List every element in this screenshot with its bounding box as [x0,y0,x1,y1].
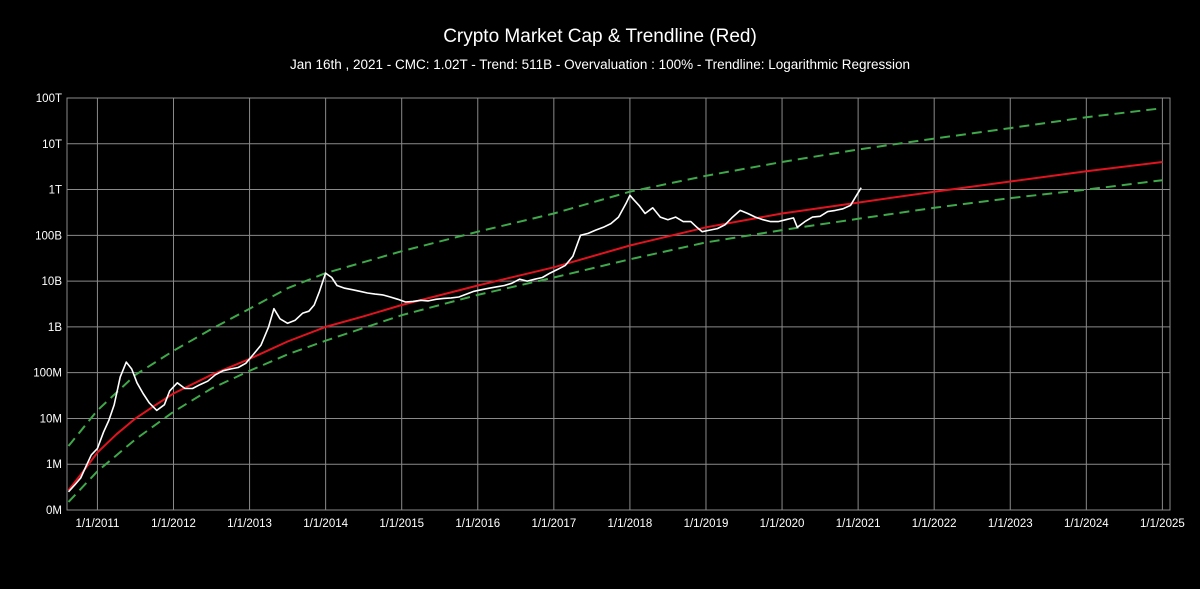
upper-band-line [67,107,1163,447]
x-tick-label: 1/1/2019 [684,518,729,530]
y-tick-label: 100M [33,368,62,380]
x-tick-label: 1/1/2017 [531,518,576,530]
y-tick-label: 0M [46,505,62,517]
y-tick-label: 1M [46,459,62,471]
y-tick-label: 1B [48,322,62,334]
x-tick-label: 1/1/2014 [303,518,348,530]
grid [67,97,1170,511]
x-tick-label: 1/1/2012 [151,518,196,530]
x-tick-label: 1/1/2024 [1064,518,1109,530]
trendline-logarithmic-regression-line [67,161,1163,491]
y-tick-label: 10M [40,413,62,425]
x-tick-label: 1/1/2025 [1140,518,1185,530]
x-axis-ticks: 1/1/2011 1/1/2012 1/1/2013 1/1/2014 1/1/2015… [75,518,1184,530]
lower-band-line [67,179,1163,503]
plot-frame [66,97,1171,511]
y-tick-label: 100B [35,230,62,242]
x-tick-label: 1/1/2023 [988,518,1033,530]
y-tick-label: 100T [36,93,62,105]
chart-title: Crypto Market Cap & Trendline (Red) [443,26,757,47]
series-layer [67,107,1163,503]
x-tick-label: 1/1/2015 [379,518,424,530]
y-tick-label: 1T [49,185,62,197]
x-tick-label: 1/1/2018 [608,518,653,530]
y-tick-label: 10T [42,139,62,151]
x-tick-label: 1/1/2016 [455,518,500,530]
x-tick-label: 1/1/2021 [836,518,881,530]
y-tick-label: 10B [42,276,63,288]
x-tick-label: 1/1/2022 [912,518,957,530]
crypto-market-cap-line [67,187,862,493]
x-tick-label: 1/1/2020 [760,518,805,530]
y-axis-ticks: 0M 1M 10M 100M 1B 10B 100B 1T 10T 100T [33,93,62,517]
x-tick-label: 1/1/2013 [227,518,272,530]
x-tick-label: 1/1/2011 [75,518,119,530]
chart-subtitle: Jan 16th , 2021 - CMC: 1.02T - Trend: 51… [289,57,911,72]
